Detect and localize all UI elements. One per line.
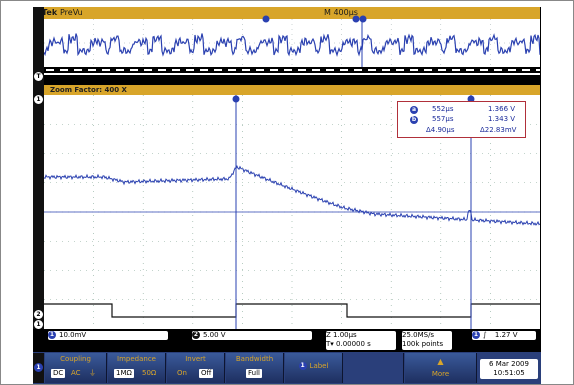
ch1-scale-box[interactable]: 1 10.0mV: [48, 331, 168, 340]
timebase-readout: M 400µs: [324, 8, 358, 17]
coupling-label: Coupling: [60, 355, 91, 363]
more-button[interactable]: ▲ More: [405, 353, 477, 383]
more-label: More: [431, 370, 450, 378]
overview-waveform-panel[interactable]: [43, 19, 544, 75]
ch1-waveform: [43, 165, 541, 226]
ch2-level-marker: 2: [34, 310, 43, 319]
cursor-a-handle[interactable]: [232, 95, 240, 103]
delta-volt: Δ22.83mV: [480, 126, 517, 134]
impedance-label: Impedance: [117, 355, 156, 363]
cursor-b-handle[interactable]: [467, 95, 475, 103]
bandwidth-value: Full: [246, 369, 262, 378]
coupling-ac-option[interactable]: AC: [71, 369, 81, 377]
zoom-time-scale: Z 1.00µs: [326, 331, 357, 339]
ch1-badge: 1: [48, 331, 56, 339]
status-bar: 1 10.0mV 2 5.00 V Z 1.00µs T▾ 0.00000 s 25…: [44, 329, 540, 352]
coupling-ground-option[interactable]: ⏚: [89, 369, 96, 377]
ch2-scale-box[interactable]: 2 5.00 V: [192, 331, 312, 340]
zoom-time-box[interactable]: Z 1.00µs T▾ 0.00000 s: [326, 331, 396, 350]
bottom-menu: 1 Coupling DC AC ⏚ Impedance 1MΩ 50Ω Inv…: [33, 352, 541, 384]
invert-on-option[interactable]: On: [177, 369, 187, 377]
sample-rate: 25.0MS/s: [402, 331, 435, 339]
overview-trigger-marker: T: [34, 72, 43, 81]
impedance-1mohm-option[interactable]: 1MΩ: [114, 369, 134, 378]
channel-marker-strip: T 1 2 1: [33, 7, 44, 329]
menu-empty-slot: [344, 353, 404, 383]
acquisition-box[interactable]: 25.0MS/s 100k points: [402, 331, 452, 350]
bandwidth-button[interactable]: Bandwidth Full: [226, 353, 284, 383]
coupling-dc-option[interactable]: DC: [51, 369, 66, 378]
zoom-factor-label: Zoom Factor: 400 X: [50, 86, 127, 94]
bandwidth-label: Bandwidth: [235, 355, 274, 363]
ch2-scale: 5.00 V: [203, 331, 226, 339]
cursor-b-time: 557µs: [432, 115, 454, 123]
ch1-level-marker: 1: [34, 95, 43, 104]
datetime-box: 6 Mar 2009 10:51:05: [480, 359, 538, 379]
trigger-source-badge: 1: [472, 331, 480, 339]
impedance-50ohm-option[interactable]: 50Ω: [142, 369, 157, 377]
chevron-up-icon: ▲: [437, 357, 444, 366]
zoom-position: T▾ 0.00000 s: [326, 340, 371, 348]
overview-markers: [262, 15, 367, 23]
zoom-factor-bar: Zoom Factor: 400 X: [44, 85, 540, 95]
ch1-ground-marker: 1: [34, 320, 43, 329]
record-length: 100k points: [402, 340, 444, 348]
ch2-badge: 2: [192, 331, 200, 339]
invert-off-option[interactable]: Off: [199, 369, 214, 378]
date-label: 6 Mar 2009: [489, 360, 529, 368]
impedance-button[interactable]: Impedance 1MΩ 50Ω: [108, 353, 166, 383]
top-header-bar: Tek PreVu M 400µs: [42, 7, 540, 19]
cursor-readout-panel: a 552µs 1.366 V b 557µs 1.343 V Δ4.90µs …: [397, 101, 526, 138]
mode-label: PreVu: [60, 8, 83, 17]
trigger-slope-icon: ∫: [483, 331, 487, 339]
menu-ch1-marker: 1: [34, 363, 43, 372]
label-button-text: Label: [309, 362, 329, 370]
coupling-button[interactable]: Coupling DC AC ⏚: [45, 353, 107, 383]
trigger-level: 1.27 V: [494, 331, 518, 339]
cursor-a-badge: a: [410, 106, 418, 114]
invert-label: Invert: [185, 355, 206, 363]
main-waveform: [43, 95, 541, 329]
cursor-a-volt: 1.366 V: [488, 105, 516, 113]
cursor-b-badge: b: [410, 116, 418, 124]
trigger-box[interactable]: 1 ∫ 1.27 V: [472, 331, 536, 340]
brand-label: Tek: [42, 8, 58, 17]
overview-waveform: [43, 19, 544, 73]
label-ch1-badge: 1: [298, 362, 307, 370]
ch1-scale: 10.0mV: [59, 331, 87, 339]
label-button[interactable]: 1 Label: [285, 353, 343, 383]
delta-time: Δ4.90µs: [426, 126, 455, 134]
invert-button[interactable]: Invert On Off: [167, 353, 225, 383]
cursor-b-volt: 1.343 V: [488, 115, 516, 123]
cursor-a-time: 552µs: [432, 105, 454, 113]
time-label: 10:51:05: [493, 369, 525, 377]
menu-channel-tab: 1: [33, 353, 44, 383]
